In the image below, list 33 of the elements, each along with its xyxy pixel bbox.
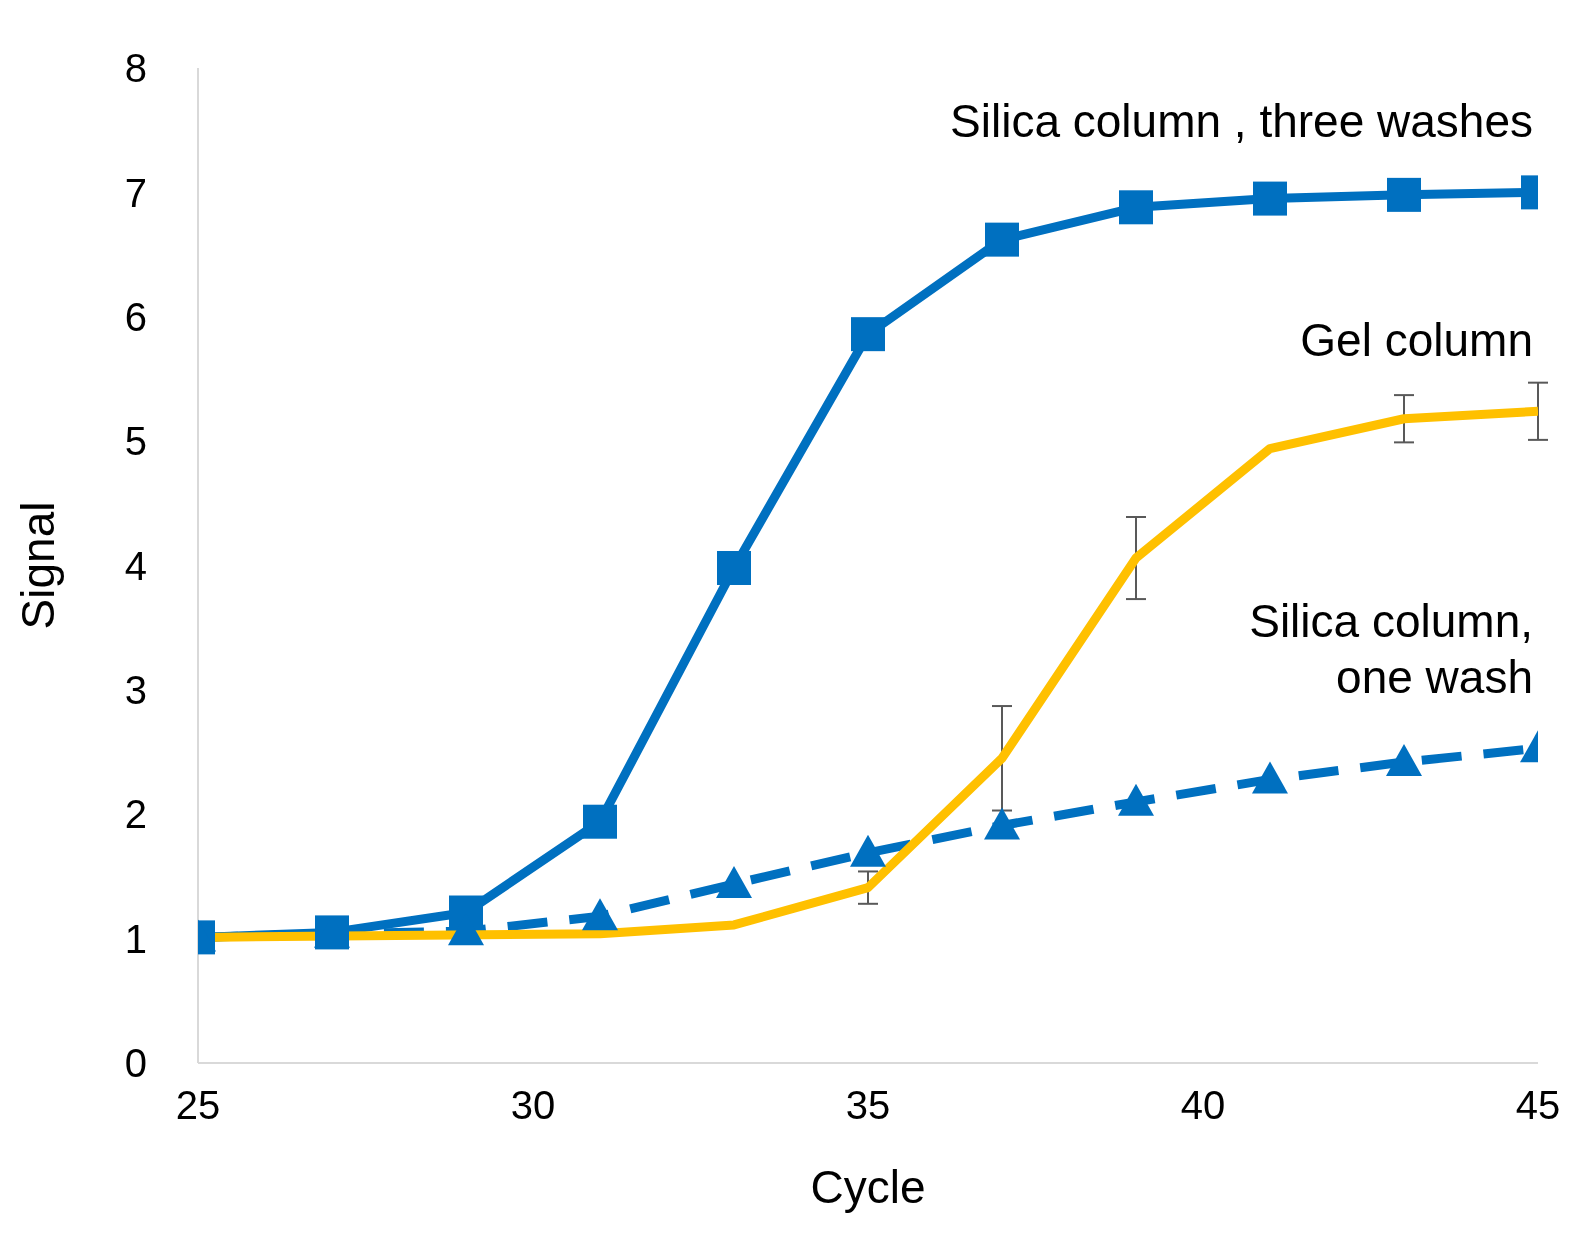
y-tick-label: 7	[124, 170, 147, 215]
x-tick-label: 35	[845, 1083, 891, 1128]
point	[582, 898, 618, 931]
point	[985, 222, 1019, 257]
point	[1387, 177, 1421, 212]
y-tick-label: 5	[124, 419, 147, 464]
point	[1119, 190, 1153, 225]
x-tick-label: 40	[1180, 1083, 1226, 1128]
x-axis-title: Cycle	[810, 1161, 926, 1213]
y-tick-label: 4	[124, 543, 147, 588]
point	[717, 550, 751, 585]
point	[1253, 181, 1287, 216]
point	[1386, 744, 1422, 777]
y-tick-label: 0	[124, 1041, 147, 1086]
point	[851, 317, 885, 352]
y-tick-label: 3	[124, 668, 147, 713]
point	[1252, 761, 1288, 794]
series-label: Silica column , three washes	[950, 95, 1533, 148]
y-tick-label: 8	[124, 46, 147, 91]
point	[716, 865, 752, 898]
y-tick-label: 2	[124, 792, 147, 837]
series-label: Silica column, one wash	[1249, 595, 1533, 704]
point	[850, 834, 886, 867]
x-tick-label: 25	[175, 1083, 221, 1128]
point	[583, 804, 617, 839]
point	[984, 807, 1020, 840]
point	[1118, 783, 1154, 816]
x-tick-label: 45	[1515, 1083, 1561, 1128]
x-tick-label: 30	[510, 1083, 556, 1128]
y-tick-label: 1	[124, 916, 147, 961]
series-label: Gel column	[1300, 314, 1533, 367]
y-axis-title: Signal	[12, 501, 65, 630]
y-tick-label: 6	[124, 294, 147, 339]
